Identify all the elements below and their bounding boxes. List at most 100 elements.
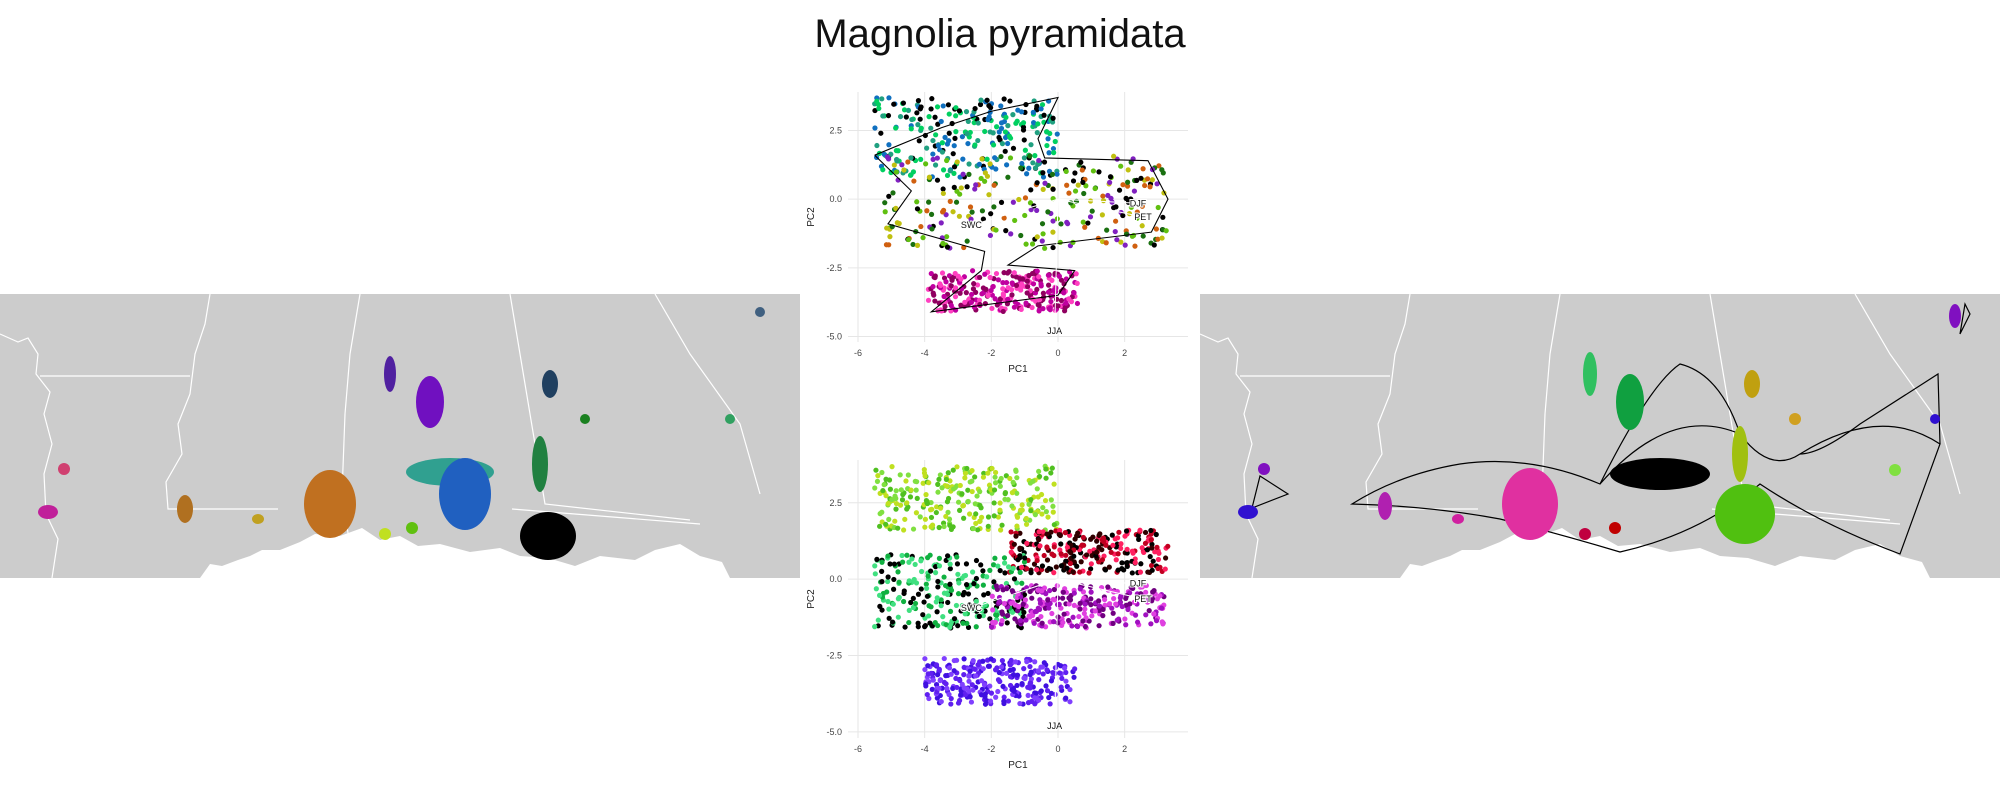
data-point bbox=[962, 691, 968, 698]
data-point bbox=[1082, 623, 1088, 630]
data-point bbox=[1050, 503, 1056, 509]
data-point bbox=[961, 672, 967, 678]
x-axis-label: PC1 bbox=[1008, 760, 1028, 771]
data-point bbox=[1049, 610, 1055, 617]
data-point bbox=[940, 103, 946, 109]
data-point bbox=[936, 563, 943, 569]
data-point bbox=[1020, 120, 1027, 126]
data-point bbox=[1043, 509, 1049, 515]
data-point bbox=[961, 515, 967, 521]
data-point bbox=[936, 685, 942, 691]
data-point bbox=[1092, 608, 1098, 614]
data-point bbox=[1047, 305, 1053, 311]
data-point bbox=[927, 552, 933, 558]
data-point bbox=[1007, 155, 1014, 161]
data-point bbox=[948, 283, 954, 289]
data-point bbox=[967, 668, 973, 674]
data-point bbox=[1155, 236, 1161, 242]
data-point bbox=[1000, 308, 1006, 315]
data-point bbox=[1004, 620, 1010, 626]
data-point bbox=[872, 624, 878, 630]
grid-lines bbox=[848, 460, 1188, 738]
data-point bbox=[982, 128, 988, 135]
data-point bbox=[957, 482, 963, 489]
data-point bbox=[1040, 504, 1046, 511]
data-point bbox=[938, 220, 944, 226]
data-point bbox=[1050, 596, 1056, 602]
data-point bbox=[1058, 684, 1064, 690]
data-point bbox=[996, 599, 1002, 605]
y-axis-label: PC2 bbox=[806, 589, 817, 609]
data-point bbox=[1154, 181, 1160, 187]
data-point bbox=[938, 603, 944, 609]
data-point bbox=[966, 678, 972, 684]
data-point bbox=[889, 619, 896, 625]
data-point bbox=[1158, 605, 1165, 611]
data-point bbox=[937, 505, 944, 511]
data-point bbox=[1035, 587, 1042, 593]
data-point bbox=[990, 284, 996, 290]
data-point bbox=[990, 142, 997, 148]
data-point bbox=[953, 129, 959, 135]
data-point bbox=[965, 118, 971, 124]
data-point bbox=[982, 694, 988, 700]
data-point bbox=[1106, 564, 1112, 570]
data-point bbox=[1066, 190, 1072, 196]
data-point bbox=[1049, 119, 1056, 125]
data-point bbox=[1114, 617, 1120, 623]
data-point bbox=[963, 561, 970, 567]
data-point bbox=[1024, 278, 1030, 284]
data-point bbox=[925, 663, 931, 669]
data-point bbox=[895, 614, 901, 620]
data-point bbox=[907, 172, 914, 178]
data-point bbox=[956, 580, 962, 586]
data-point bbox=[924, 585, 930, 591]
data-point bbox=[884, 578, 891, 585]
data-point bbox=[1035, 697, 1042, 703]
data-point bbox=[1151, 611, 1157, 617]
data-point bbox=[1014, 514, 1021, 520]
data-point bbox=[1051, 481, 1057, 487]
data-point bbox=[920, 235, 926, 241]
data-point bbox=[1139, 203, 1145, 209]
data-point bbox=[976, 613, 982, 619]
data-point bbox=[1010, 199, 1016, 205]
data-point bbox=[1004, 613, 1011, 619]
data-point bbox=[1082, 224, 1088, 230]
data-point bbox=[1154, 544, 1160, 550]
data-point bbox=[1155, 204, 1161, 211]
data-point bbox=[1019, 502, 1025, 508]
data-point bbox=[886, 516, 892, 523]
data-point bbox=[1045, 209, 1051, 215]
data-point bbox=[898, 487, 904, 493]
data-point bbox=[1061, 611, 1067, 617]
data-point bbox=[953, 675, 959, 682]
data-point bbox=[1137, 569, 1144, 575]
data-point bbox=[969, 209, 975, 215]
data-point bbox=[1088, 596, 1094, 602]
data-point bbox=[977, 274, 983, 280]
data-point bbox=[975, 120, 981, 126]
data-point bbox=[910, 604, 916, 611]
data-point bbox=[930, 137, 936, 144]
data-point bbox=[1050, 218, 1056, 224]
data-point bbox=[939, 140, 946, 146]
data-point bbox=[970, 607, 977, 613]
data-point bbox=[985, 514, 992, 520]
data-point bbox=[1080, 179, 1086, 185]
data-point bbox=[900, 559, 906, 565]
data-point bbox=[1030, 109, 1036, 115]
data-point bbox=[967, 511, 973, 517]
data-point bbox=[998, 199, 1005, 205]
data-point bbox=[1103, 240, 1109, 246]
pca-plot-bottom: -6 -4 -2 0 2 -5.0 -2.5 0.0 2.5 PC1 PC2 DJF PET SWC JJA bbox=[806, 460, 1188, 771]
data-point bbox=[1071, 590, 1077, 596]
data-point bbox=[987, 616, 993, 622]
data-point bbox=[1055, 303, 1061, 309]
data-point bbox=[1029, 304, 1035, 311]
data-point bbox=[906, 559, 912, 565]
data-point bbox=[1051, 586, 1057, 593]
data-point bbox=[932, 298, 938, 304]
data-point bbox=[1023, 617, 1029, 623]
data-point bbox=[937, 677, 943, 684]
